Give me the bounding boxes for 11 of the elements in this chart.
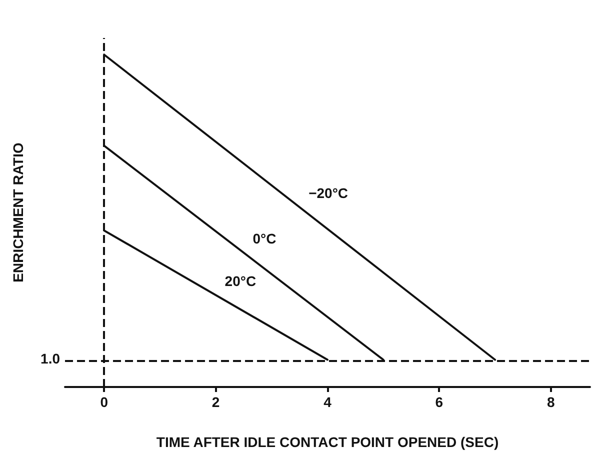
x-tick-label: 6 <box>435 394 444 410</box>
series-label: 20°C <box>224 273 256 290</box>
x-tick-label: 2 <box>212 394 220 410</box>
x-axis-title: TIME AFTER IDLE CONTACT POINT OPENED (SEC) <box>156 434 499 450</box>
x-tick-label: 4 <box>324 394 332 410</box>
y-axis-title: ENRICHMENT RATIO <box>10 142 26 282</box>
series-label: 0°C <box>252 230 276 247</box>
text: 1.0 <box>40 350 60 367</box>
x-tick-label: 8 <box>547 394 556 410</box>
series-label: −20°C <box>308 185 348 202</box>
x-tick-label: 0 <box>100 394 108 410</box>
